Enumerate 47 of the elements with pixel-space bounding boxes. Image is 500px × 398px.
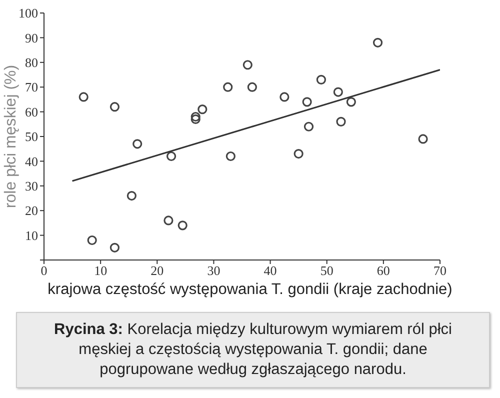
y-tick-label: 50: [25, 129, 38, 144]
x-tick-label: 0: [40, 263, 48, 278]
point: [333, 87, 343, 97]
x-tick-label: 50: [320, 263, 334, 278]
x-tick-label: 20: [150, 263, 164, 278]
y-axis-title: role płci męskiej (%): [2, 64, 20, 208]
x-tick-label: 40: [264, 263, 277, 278]
point: [132, 139, 142, 149]
y-tick-label: 90: [25, 30, 38, 46]
point: [87, 235, 97, 246]
point: [110, 102, 120, 112]
y-tick-label: 70: [25, 80, 38, 95]
y-tick-label: 100: [18, 6, 38, 21]
point: [164, 216, 174, 226]
point: [190, 112, 200, 122]
point: [223, 82, 233, 92]
text: Rycina 3: Korelacja między kulturowym wymiarem ról płci męskiej a częstością występowania T. gondii; dane pogrupowane według zgłaszającego narodu.: [53, 320, 453, 380]
point: [126, 190, 136, 201]
y-tick-label: 60: [25, 104, 38, 120]
point: [247, 82, 257, 92]
point: [372, 38, 383, 48]
y-tick-label: 80: [25, 55, 38, 70]
x-tick-label: 60: [376, 263, 390, 278]
point: [304, 122, 314, 132]
point: [166, 151, 176, 162]
x-tick-label: 10: [94, 263, 108, 278]
y-tick-label: 30: [25, 178, 38, 194]
point: [294, 148, 304, 159]
point: [418, 134, 428, 144]
point: [226, 151, 236, 162]
point: [346, 97, 356, 107]
y-tick-label: 10: [25, 228, 38, 243]
x-tick-label: 30: [207, 263, 220, 278]
point: [302, 97, 312, 107]
y-tick-label: 40: [25, 154, 38, 169]
point: [242, 60, 252, 70]
point: [336, 116, 346, 126]
x-tick-label: 70: [434, 263, 446, 278]
point: [78, 92, 88, 102]
y-tick-label: 20: [25, 203, 38, 218]
point: [110, 242, 120, 252]
point: [280, 92, 290, 102]
point: [198, 104, 208, 114]
x-axis-title: krajowa częstość występowania T. gondii (kraje zachodnie): [46, 281, 454, 299]
point: [316, 74, 326, 84]
point: [190, 114, 200, 124]
point: [178, 220, 188, 230]
